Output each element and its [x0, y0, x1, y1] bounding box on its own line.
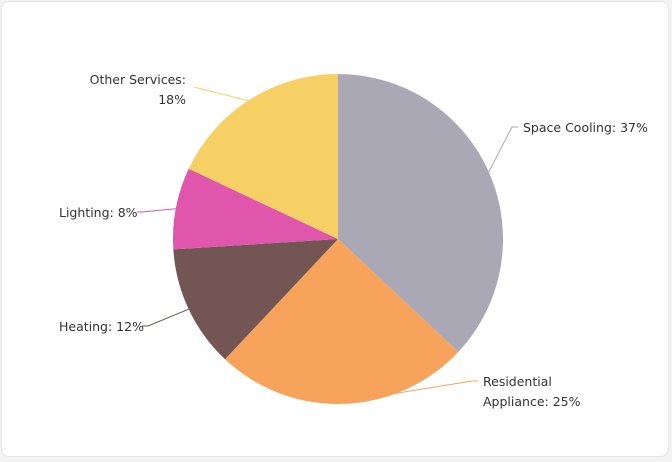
connector-lighting	[137, 208, 178, 213]
slice-label-other-services: Other Services: 18%	[90, 72, 186, 107]
connector-other-services	[193, 86, 251, 102]
pie-slice-space-cooling[interactable]	[338, 74, 503, 352]
label-connectors	[137, 86, 518, 403]
pie-slice-lighting[interactable]	[173, 168, 338, 250]
connector-heating	[142, 307, 191, 327]
slice-label-space-cooling: Space Cooling: 37%	[523, 120, 648, 135]
connector-residential-appliance	[343, 380, 478, 403]
slice-label-residential-appliance: Residential Appliance: 25%	[483, 374, 581, 409]
slice-labels: Space Cooling: 37% Residential Appliance: …	[59, 72, 648, 409]
pie-slice-other-services[interactable]	[188, 74, 338, 239]
slice-label-lighting: Lighting: 8%	[59, 205, 138, 220]
slice-label-heating: Heating: 12%	[59, 319, 144, 334]
pie-slice-heating[interactable]	[173, 239, 338, 360]
pie-slices	[173, 74, 503, 404]
connector-space-cooling	[487, 126, 518, 175]
pie-slice-residential-appliance[interactable]	[225, 239, 459, 404]
